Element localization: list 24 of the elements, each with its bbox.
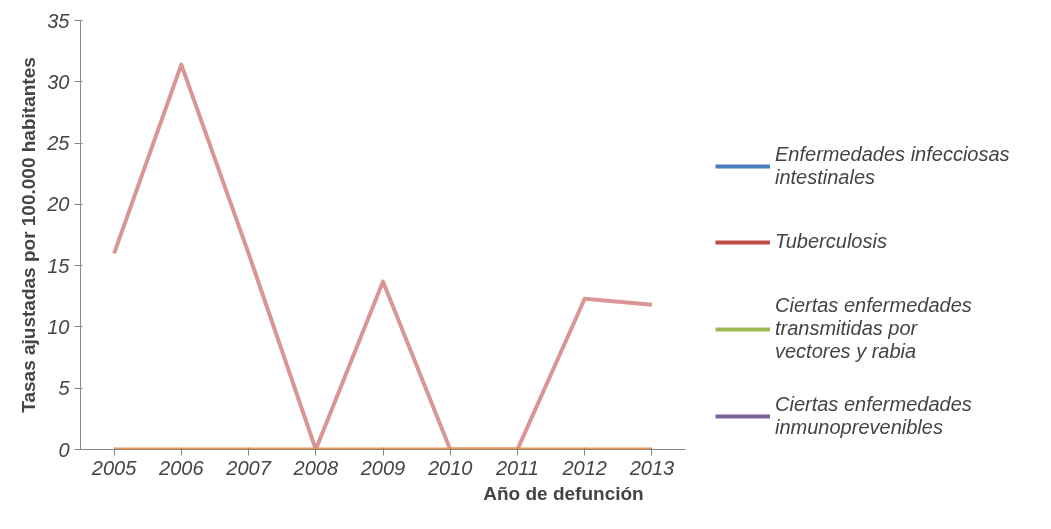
y-tick-label: 25 <box>46 132 71 155</box>
legend-label: Tuberculosis <box>775 229 887 254</box>
x-tick-label: 2006 <box>158 456 205 479</box>
y-tick-label: 30 <box>47 70 70 93</box>
line-series <box>112 62 654 450</box>
y-tick-label: 10 <box>47 315 70 338</box>
y-tick-label: 15 <box>47 254 71 277</box>
y-axis-title: Tasas ajustadas por 100.000 habitantes <box>18 57 40 413</box>
y-tick-label: 0 <box>58 438 70 461</box>
legend-label: Ciertas enfermedades inmunoprevenibles <box>775 393 972 439</box>
y-tick-label: 35 <box>47 9 71 32</box>
x-tick-label: 2012 <box>561 456 607 479</box>
x-tick-label: 2007 <box>225 456 272 479</box>
legend-label: Ciertas enfermedades transmitidas por vectores y rabia <box>775 294 972 363</box>
x-axis-title: Año de defunción <box>483 482 644 504</box>
x-tick-label: 2013 <box>628 456 675 479</box>
y-tick-label: 20 <box>46 193 70 216</box>
x-tick-label: 2011 <box>494 456 539 479</box>
legend-label: Enfermedades infecciosas intestinales <box>775 143 1010 189</box>
x-tick-label: 2010 <box>426 456 473 479</box>
x-tick-label: 2009 <box>359 456 406 479</box>
x-tick-label: 2008 <box>292 456 339 479</box>
y-tick-label: 5 <box>58 377 71 400</box>
x-tick-label: 2005 <box>90 456 138 479</box>
